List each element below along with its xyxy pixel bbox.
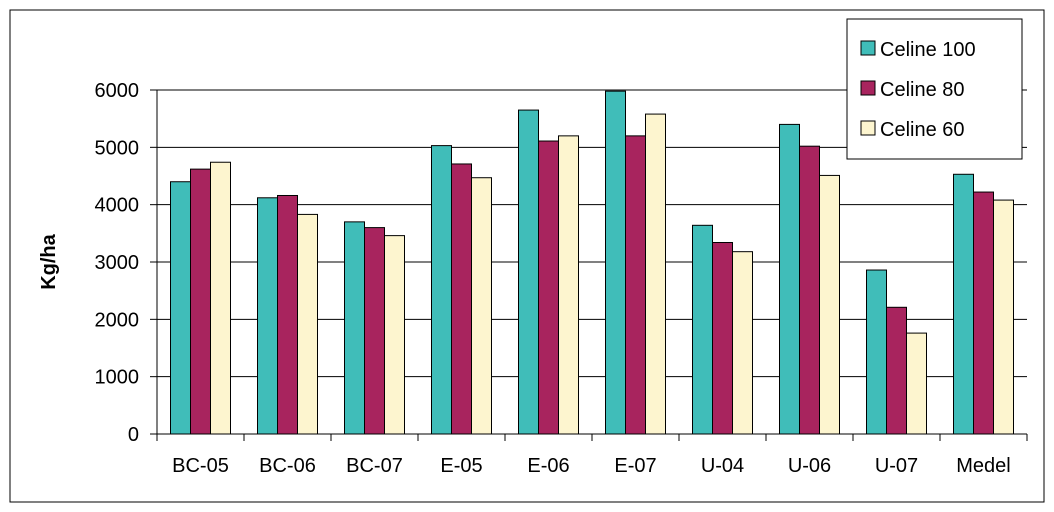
bar-celine-80-u-04 xyxy=(712,242,733,435)
bar-celine-60-bc-05 xyxy=(210,161,231,435)
bar-celine-100-u-07 xyxy=(866,269,887,435)
x-tick-label: E-06 xyxy=(527,455,569,477)
x-tick-label: U-07 xyxy=(875,455,918,477)
legend-label-celine-80: Celine 80 xyxy=(880,79,965,101)
x-tick-label: U-04 xyxy=(701,455,744,477)
bar-celine-100-medel xyxy=(953,173,974,435)
bar-celine-60-bc-07 xyxy=(384,235,405,435)
bar-celine-80-bc-07 xyxy=(364,227,385,435)
bar-celine-80-medel xyxy=(973,191,994,435)
bar-celine-60-u-06 xyxy=(819,174,840,435)
bar-celine-60-medel xyxy=(993,199,1014,435)
y-tick-label: 1000 xyxy=(95,367,140,389)
bar-celine-60-u-07 xyxy=(906,332,927,435)
x-tick-label: Medel xyxy=(956,455,1010,477)
y-tick-label: 3000 xyxy=(95,252,140,274)
x-tick-label: U-06 xyxy=(788,455,831,477)
bar-celine-60-u-04 xyxy=(732,251,753,435)
bar-celine-80-bc-05 xyxy=(190,168,211,435)
y-tick-label: 4000 xyxy=(95,195,140,217)
x-tick-label: BC-07 xyxy=(346,455,403,477)
bar-celine-60-e-05 xyxy=(471,177,492,435)
bar-celine-80-bc-06 xyxy=(277,194,298,435)
bar-celine-100-bc-05 xyxy=(170,181,191,435)
x-tick-label: BC-06 xyxy=(259,455,316,477)
bar-celine-100-e-06 xyxy=(518,109,539,435)
y-tick-label: 0 xyxy=(128,424,139,446)
legend-label-celine-100: Celine 100 xyxy=(880,39,976,61)
y-tick-label: 6000 xyxy=(95,80,140,102)
x-tick-label: E-05 xyxy=(440,455,482,477)
bar-celine-80-e-06 xyxy=(538,140,559,435)
bar-celine-80-e-05 xyxy=(451,163,472,435)
legend-swatch-celine-80 xyxy=(860,80,876,96)
x-tick-label: BC-05 xyxy=(172,455,229,477)
bar-celine-80-u-06 xyxy=(799,145,820,435)
bar-celine-80-e-07 xyxy=(625,135,646,435)
bar-celine-100-e-05 xyxy=(431,145,452,435)
y-tick-label: 5000 xyxy=(95,137,140,159)
bar-celine-100-u-04 xyxy=(692,224,713,435)
legend-box xyxy=(846,18,1023,160)
bar-celine-60-bc-06 xyxy=(297,213,318,435)
bar-celine-80-u-07 xyxy=(886,306,907,435)
bars xyxy=(170,90,1014,435)
legend-swatch-celine-100 xyxy=(860,40,876,56)
bar-celine-60-e-07 xyxy=(645,113,666,435)
bar-celine-100-u-06 xyxy=(779,123,800,435)
y-tick-label: 2000 xyxy=(95,309,140,331)
bar-celine-100-bc-07 xyxy=(344,221,365,435)
legend-label-celine-60: Celine 60 xyxy=(880,119,965,141)
legend-swatch-celine-60 xyxy=(860,120,876,136)
axes xyxy=(150,89,1028,441)
x-tick-label: E-07 xyxy=(614,455,656,477)
bar-celine-100-bc-06 xyxy=(257,197,278,435)
y-axis-label: Kg/ha xyxy=(38,233,60,289)
bar-celine-100-e-07 xyxy=(605,90,626,435)
legend: Celine 100 Celine 80 Celine 60 xyxy=(846,18,1023,160)
tick-labels: 0 1000 2000 3000 4000 5000 6000 BC-05 BC-06 BC-07… xyxy=(95,80,1011,477)
bar-celine-60-e-06 xyxy=(558,135,579,435)
